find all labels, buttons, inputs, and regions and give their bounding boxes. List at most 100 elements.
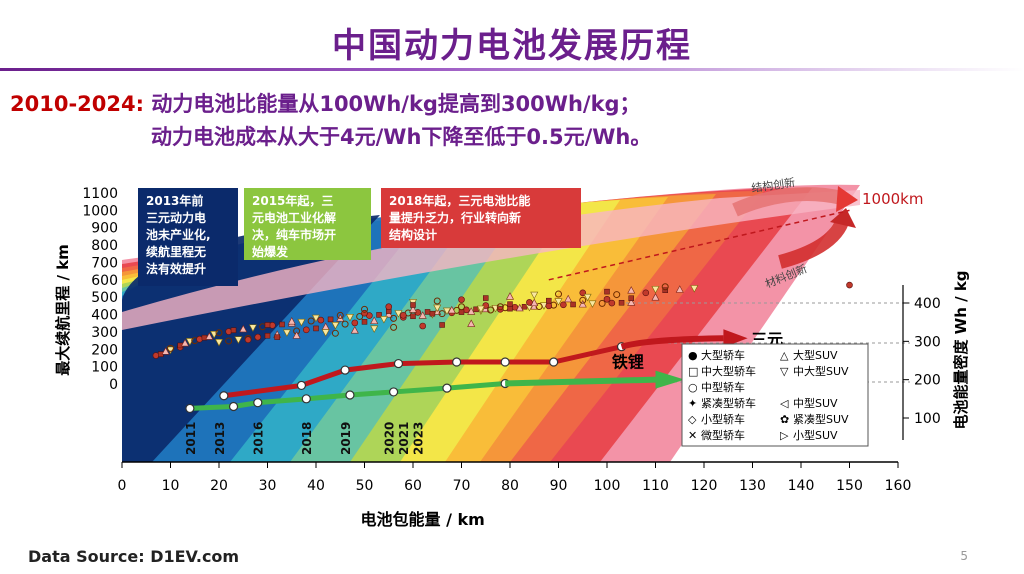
headline-text-1: 动力电池比能量从100Wh/kg提高到300Wh/kg； (151, 92, 641, 116)
model-point (345, 314, 354, 322)
model-point (433, 297, 441, 305)
model-point (675, 285, 684, 293)
model-point (570, 301, 576, 308)
x-tick-label: 160 (885, 478, 912, 494)
model-point (264, 322, 271, 328)
ternary-point (340, 365, 350, 375)
model-point (313, 325, 319, 332)
model-point (205, 332, 214, 340)
legend-label: 中大型轿车 (701, 364, 756, 378)
period-box-1 (244, 188, 371, 260)
title-divider (0, 68, 1024, 71)
model-point (618, 299, 625, 306)
legend-marker: ● (688, 349, 698, 362)
period-box-2 (381, 188, 581, 248)
model-point (578, 299, 587, 308)
model-point (361, 305, 368, 313)
model-point (598, 299, 606, 307)
x-tick-label: 130 (739, 478, 766, 494)
y-tick-label: 400 (91, 308, 118, 324)
x-tick-label: 80 (501, 478, 519, 494)
model-point (555, 290, 562, 298)
x-tick-label: 50 (356, 478, 374, 494)
model-point (327, 316, 334, 323)
model-point (560, 301, 567, 309)
ternary-point (219, 391, 229, 401)
model-point (476, 305, 485, 314)
model-point (336, 311, 344, 319)
lfp-point (345, 390, 355, 400)
x-tick-label: 60 (404, 478, 422, 494)
model-point (579, 296, 587, 304)
model-point (564, 294, 573, 303)
model-point (535, 303, 543, 311)
material-arrow (778, 218, 849, 269)
y2-tick-label: 300 (914, 334, 941, 350)
ternary-point (393, 358, 404, 369)
legend-box (681, 343, 869, 447)
model-point (239, 324, 248, 333)
legend-label: 紧凑型轿车 (701, 396, 756, 410)
ternary-line (221, 344, 625, 399)
model-point (604, 288, 610, 295)
year-label: 2019 (339, 422, 353, 455)
vehicle-model-points (152, 281, 853, 359)
model-point (390, 314, 398, 322)
slide-title: 中国动力电池发展历程 (332, 26, 692, 66)
period-box-text: 结构设计 (389, 227, 437, 242)
y-tick-label: 900 (91, 221, 118, 237)
y-tick-label: 0 (109, 377, 118, 393)
model-point (496, 303, 504, 311)
model-point (507, 305, 513, 312)
ternary-arrowhead (723, 329, 748, 348)
structure-arrow (732, 187, 844, 217)
period-box-text: 始爆发 (252, 244, 289, 259)
x-tick-label: 70 (453, 478, 471, 494)
legend-marker: ◇ (688, 413, 697, 426)
legend-marker: ✕ (688, 429, 697, 442)
model-point (361, 319, 368, 325)
legend-marker: ✿ (780, 413, 789, 426)
model-point (438, 310, 446, 318)
model-point (351, 319, 359, 327)
model-point (234, 336, 243, 344)
model-point (264, 332, 271, 339)
y2-tick-label: 200 (914, 373, 941, 389)
x-axis-label: 电池包能量 / km (361, 510, 485, 529)
model-point (442, 307, 451, 316)
model-point (458, 296, 465, 303)
y-tick-label: 500 (91, 290, 118, 306)
page-number: 5 (960, 549, 968, 563)
ternary-point (549, 357, 559, 367)
model-point (439, 322, 445, 328)
x-tick-label: 100 (594, 478, 621, 494)
model-point (613, 291, 621, 299)
model-point (350, 326, 359, 334)
model-point (846, 281, 853, 289)
y-tick-label: 1100 (82, 186, 118, 202)
model-point (588, 300, 597, 308)
period-box-0 (138, 188, 238, 286)
headline-prefix: 2010-2024: (10, 92, 145, 116)
year-label: 2011 (184, 422, 198, 455)
model-point (447, 305, 456, 314)
model-point (603, 295, 611, 303)
model-point (608, 299, 616, 307)
year-label: 2023 (412, 422, 426, 455)
legend-label: 中型轿车 (701, 380, 745, 394)
dashed-extension (548, 209, 850, 281)
data-source: Data Source: D1EV.com (28, 547, 240, 566)
model-point (248, 324, 257, 332)
x-tick-label: 90 (550, 478, 568, 494)
model-point (483, 295, 489, 301)
y-tick-label: 100 (91, 360, 118, 376)
headline-line-1: 2010-2024: 动力电池比能量从100Wh/kg提高到300Wh/kg； (10, 88, 641, 118)
target-label: 1000km (862, 190, 923, 208)
lfp-point (228, 401, 239, 412)
y2-tick-label: 100 (914, 411, 941, 427)
model-point (254, 333, 262, 341)
model-point (399, 311, 407, 319)
model-point (376, 312, 382, 318)
model-point (651, 293, 660, 301)
